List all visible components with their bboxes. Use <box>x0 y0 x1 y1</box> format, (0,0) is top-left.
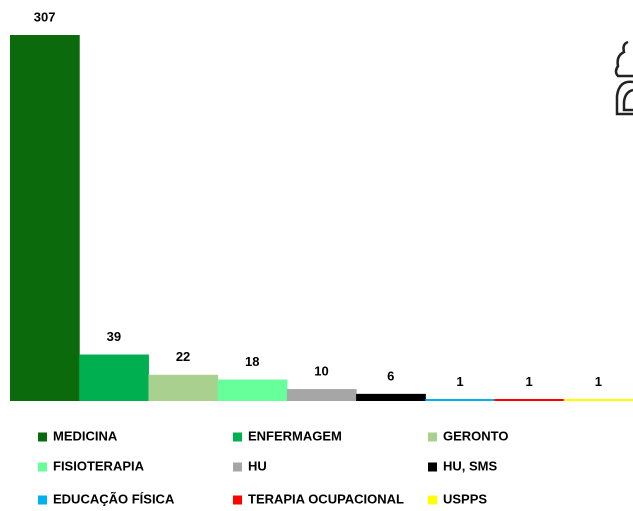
legend-label: FISIOTERAPIA <box>53 458 145 473</box>
bar <box>79 354 149 401</box>
legend-label: ENFERMAGEM <box>248 428 342 443</box>
legend-swatch <box>233 432 242 442</box>
legend-label: GERONTO <box>443 428 509 443</box>
bar <box>356 393 426 401</box>
legend-label: HU, SMS <box>443 458 498 473</box>
bar <box>286 389 357 401</box>
bar <box>217 379 288 401</box>
legend-swatch <box>233 462 242 472</box>
legend-swatch <box>38 432 47 442</box>
bar <box>494 399 565 401</box>
data-label: 1 <box>456 374 463 389</box>
legend-swatch <box>428 462 437 472</box>
legend-swatch <box>428 495 437 505</box>
bar <box>10 35 80 401</box>
legend-swatch <box>38 495 47 505</box>
data-label: 6 <box>387 368 394 383</box>
legend-label: USPPS <box>443 491 487 506</box>
legend-label: EDUCAÇÃO FÍSICA <box>53 491 175 506</box>
data-label: 39 <box>107 329 121 344</box>
legend-swatch <box>233 495 242 505</box>
icon <box>614 40 633 116</box>
bar <box>563 399 633 401</box>
bar <box>148 374 219 401</box>
data-label: 307 <box>34 9 56 24</box>
data-label: 10 <box>314 364 328 379</box>
bar <box>425 399 496 401</box>
legend-swatch <box>38 462 47 472</box>
legend-label: TERAPIA OCUPACIONAL <box>248 491 404 506</box>
legend-swatch <box>428 432 437 442</box>
data-label: 1 <box>526 374 533 389</box>
data-label: 22 <box>176 349 190 364</box>
data-label: 1 <box>595 374 602 389</box>
data-label: 18 <box>245 354 259 369</box>
legend-label: MEDICINA <box>53 428 118 443</box>
legend-label: HU <box>248 458 267 473</box>
